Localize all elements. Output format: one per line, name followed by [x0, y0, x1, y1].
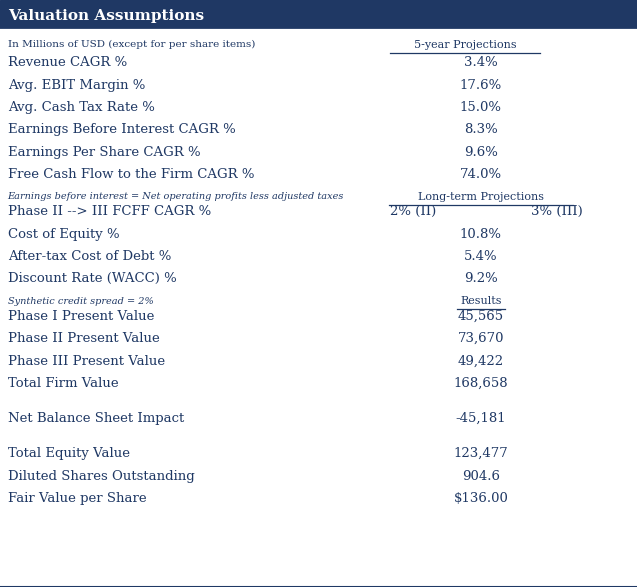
Text: Total Firm Value: Total Firm Value	[8, 377, 118, 390]
Text: Discount Rate (WACC) %: Discount Rate (WACC) %	[8, 272, 176, 285]
Text: 904.6: 904.6	[462, 470, 500, 483]
Text: Fair Value per Share: Fair Value per Share	[8, 492, 147, 505]
Text: 15.0%: 15.0%	[460, 101, 502, 114]
Text: Earnings Per Share CAGR %: Earnings Per Share CAGR %	[8, 146, 200, 158]
Text: Earnings Before Interest CAGR %: Earnings Before Interest CAGR %	[8, 123, 236, 136]
Text: Valuation Assumptions: Valuation Assumptions	[8, 9, 204, 23]
Text: Total Equity Value: Total Equity Value	[8, 447, 130, 460]
Text: 123,477: 123,477	[454, 447, 508, 460]
Text: Synthetic credit spread = 2%: Synthetic credit spread = 2%	[8, 296, 154, 306]
Text: 3% (III): 3% (III)	[531, 205, 583, 218]
Text: Cost of Equity %: Cost of Equity %	[8, 228, 119, 241]
Text: 9.6%: 9.6%	[464, 146, 498, 158]
Text: 3.4%: 3.4%	[464, 56, 497, 69]
Text: 5-year Projections: 5-year Projections	[413, 39, 517, 50]
Text: Phase II Present Value: Phase II Present Value	[8, 332, 159, 345]
Text: Diluted Shares Outstanding: Diluted Shares Outstanding	[8, 470, 194, 483]
Text: 17.6%: 17.6%	[460, 79, 502, 92]
Text: 45,565: 45,565	[458, 310, 504, 323]
Text: Avg. EBIT Margin %: Avg. EBIT Margin %	[8, 79, 145, 92]
Text: 73,670: 73,670	[458, 332, 504, 345]
Text: Long-term Projections: Long-term Projections	[418, 191, 544, 202]
Text: In Millions of USD (except for per share items): In Millions of USD (except for per share…	[8, 40, 255, 49]
Text: 5.4%: 5.4%	[464, 250, 497, 263]
Text: Free Cash Flow to the Firm CAGR %: Free Cash Flow to the Firm CAGR %	[8, 168, 254, 181]
Text: Avg. Cash Tax Rate %: Avg. Cash Tax Rate %	[8, 101, 155, 114]
Text: 49,422: 49,422	[458, 355, 504, 367]
Text: -45,181: -45,181	[455, 412, 506, 425]
Text: Phase II --> III FCFF CAGR %: Phase II --> III FCFF CAGR %	[8, 205, 211, 218]
Text: Phase III Present Value: Phase III Present Value	[8, 355, 165, 367]
Text: 10.8%: 10.8%	[460, 228, 502, 241]
Text: $136.00: $136.00	[454, 492, 508, 505]
Text: 9.2%: 9.2%	[464, 272, 497, 285]
Text: Net Balance Sheet Impact: Net Balance Sheet Impact	[8, 412, 184, 425]
Text: 8.3%: 8.3%	[464, 123, 497, 136]
Text: Results: Results	[460, 296, 502, 306]
Text: 74.0%: 74.0%	[460, 168, 502, 181]
Text: Phase I Present Value: Phase I Present Value	[8, 310, 154, 323]
Text: Revenue CAGR %: Revenue CAGR %	[8, 56, 127, 69]
Text: After-tax Cost of Debt %: After-tax Cost of Debt %	[8, 250, 171, 263]
Bar	[0, 0, 637, 26]
Text: Earnings before interest = Net operating profits less adjusted taxes: Earnings before interest = Net operating…	[8, 192, 344, 201]
Text: 168,658: 168,658	[454, 377, 508, 390]
Text: 2% (II): 2% (II)	[390, 205, 436, 218]
